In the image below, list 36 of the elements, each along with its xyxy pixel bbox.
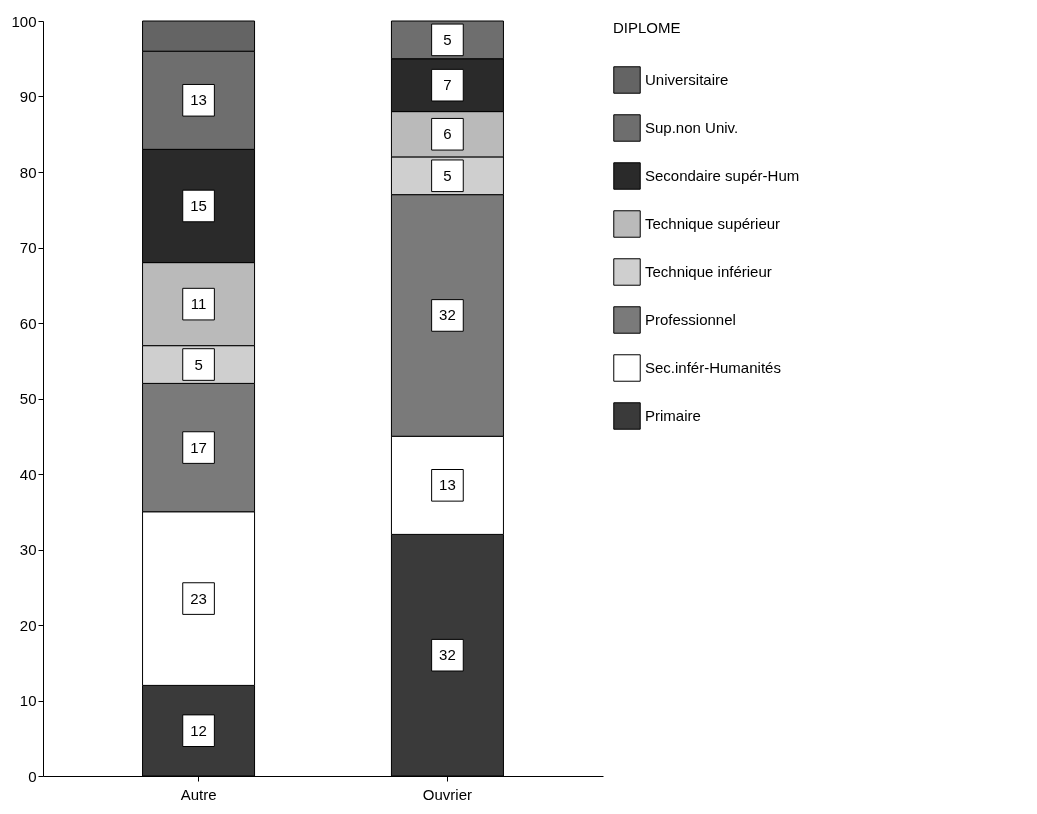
y-tick-label: 40	[19, 465, 37, 483]
x-tick-label: Autre	[180, 785, 217, 803]
data-label: 15	[190, 196, 207, 214]
data-label: 32	[439, 646, 456, 664]
y-tick-label: 0	[28, 767, 37, 785]
data-label: 12	[190, 721, 207, 739]
legend-label: Primaire	[645, 407, 701, 424]
data-label: 5	[443, 30, 452, 48]
y-tick-label: 70	[19, 239, 37, 256]
y-tick-label: 80	[19, 163, 37, 181]
legend-label: Sec.infér-Humanités	[645, 359, 781, 376]
y-tick-label: 100	[11, 12, 37, 30]
data-label: 17	[190, 438, 207, 456]
data-label: 23	[190, 589, 207, 607]
y-tick-label: 50	[19, 390, 37, 407]
data-label: 7	[443, 76, 452, 94]
legend-label: Secondaire supér-Hum	[645, 167, 800, 184]
y-tick-label: 10	[19, 692, 37, 709]
legend-label: Technique inférieur	[645, 263, 772, 280]
legend-label: Universitaire	[645, 71, 729, 88]
data-label: 5	[443, 166, 452, 184]
legend-title: DIPLOME	[613, 19, 681, 36]
legend-label: Professionnel	[645, 311, 736, 328]
data-label: 11	[190, 295, 207, 313]
data-label: 13	[439, 476, 456, 494]
y-tick-label: 30	[19, 541, 37, 558]
y-tick-label: 20	[19, 616, 37, 634]
y-tick-label: 90	[19, 88, 37, 105]
legend-label: Technique supérieur	[645, 215, 781, 232]
data-label: 32	[439, 306, 456, 324]
y-tick-label: 60	[19, 314, 37, 332]
x-tick-label: Ouvrier	[422, 785, 473, 803]
data-label: 6	[443, 125, 452, 143]
legend-label: Sup.non Univ.	[645, 119, 739, 136]
data-label: 5	[194, 355, 203, 373]
data-label: 13	[190, 91, 207, 109]
